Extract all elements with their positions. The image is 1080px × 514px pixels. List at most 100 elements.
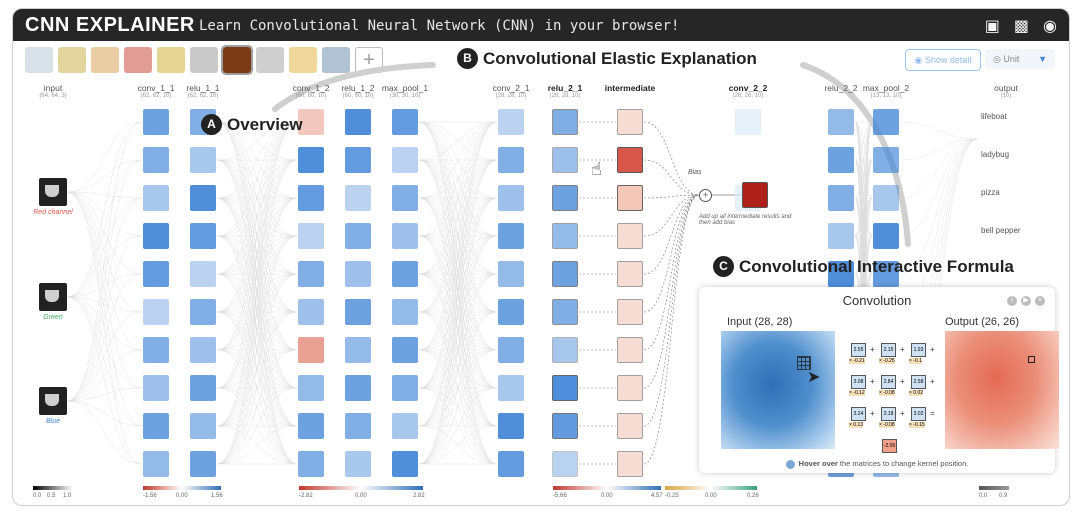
feature-map-relu_1_2-5[interactable] — [345, 299, 371, 325]
input-channel-red[interactable] — [39, 178, 67, 206]
feature-map-relu_2_1-0[interactable] — [552, 109, 578, 135]
feature-map-relu_2_2-4[interactable] — [828, 261, 854, 287]
feature-map-max_pool_1-6[interactable] — [392, 337, 418, 363]
feature-map-max_pool_2-4[interactable] — [873, 261, 899, 287]
feature-map-intermediate-7[interactable] — [617, 375, 643, 401]
feature-map-relu_1_1-9[interactable] — [190, 451, 216, 477]
input-value-cell[interactable]: 2.15 — [881, 343, 896, 357]
feature-map-conv_1_2-7[interactable] — [298, 375, 324, 401]
feature-map-intermediate-6[interactable] — [617, 337, 643, 363]
play-icon[interactable]: ▶ — [1021, 296, 1031, 306]
feature-map-max_pool_2-2[interactable] — [873, 185, 899, 211]
feature-map-relu_1_2-2[interactable] — [345, 185, 371, 211]
feature-map-relu_2_1-8[interactable] — [552, 413, 578, 439]
feature-map-relu_1_1-4[interactable] — [190, 261, 216, 287]
feature-map-relu_1_1-6[interactable] — [190, 337, 216, 363]
kernel-weight[interactable]: × 0.02 — [909, 390, 924, 396]
feature-map-relu_2_1-9[interactable] — [552, 451, 578, 477]
feature-map-conv_1_2-4[interactable] — [298, 261, 324, 287]
feature-map-intermediate-0[interactable] — [617, 109, 643, 135]
feature-map-max_pool_2-1[interactable] — [873, 147, 899, 173]
feature-map-relu_2_2-1[interactable] — [828, 147, 854, 173]
output-class-lifeboat[interactable]: lifeboat — [981, 112, 1007, 121]
show-detail-button[interactable]: ◉ Show detail — [905, 49, 981, 71]
output-class-pizza[interactable]: pizza — [981, 188, 1000, 197]
feature-map-max_pool_1-1[interactable] — [392, 147, 418, 173]
kernel-weight[interactable]: × -0.12 — [849, 390, 865, 396]
feature-map-conv_2_1-8[interactable] — [498, 413, 524, 439]
thumbnail-lifeboat[interactable] — [25, 47, 53, 73]
output-matrix[interactable] — [945, 331, 1059, 449]
feature-map-max_pool_1-9[interactable] — [392, 451, 418, 477]
kernel-weight[interactable]: × -0.25 — [879, 358, 895, 364]
feature-map-relu_1_1-8[interactable] — [190, 413, 216, 439]
feature-map-relu_1_1-7[interactable] — [190, 375, 216, 401]
input-value-cell[interactable]: 3.24 — [851, 407, 866, 421]
feature-map-relu_1_2-8[interactable] — [345, 413, 371, 439]
unit-select[interactable]: ◎ Unit ▼ — [985, 49, 1055, 69]
feature-map-conv_2_1-5[interactable] — [498, 299, 524, 325]
feature-map-conv_1_2-0[interactable] — [298, 109, 324, 135]
output-class-bell-pepper[interactable]: bell pepper — [981, 226, 1021, 235]
feature-map-relu_2_1-4[interactable] — [552, 261, 578, 287]
feature-map-conv_1_2-2[interactable] — [298, 185, 324, 211]
feature-map-relu_1_2-1[interactable] — [345, 147, 371, 173]
thumbnail-orange[interactable] — [289, 47, 317, 73]
feature-map-conv_2_1-1[interactable] — [498, 147, 524, 173]
thumbnail-koala[interactable] — [190, 47, 218, 73]
feature-map-relu_1_1-1[interactable] — [190, 147, 216, 173]
kernel-weight[interactable]: × 0.13 — [849, 422, 864, 428]
feature-map-conv_2_2-0[interactable] — [735, 109, 761, 135]
feature-map-relu_1_2-6[interactable] — [345, 337, 371, 363]
feature-map-conv_1_1-6[interactable] — [143, 337, 169, 363]
input-value-cell[interactable]: 1.93 — [911, 343, 926, 357]
feature-map-conv_1_2-5[interactable] — [298, 299, 324, 325]
feature-map-conv_1_1-2[interactable] — [143, 185, 169, 211]
feature-map-conv_1_2-1[interactable] — [298, 147, 324, 173]
feature-map-conv_2_1-7[interactable] — [498, 375, 524, 401]
thumbnail-bus[interactable] — [157, 47, 185, 73]
feature-map-conv_1_1-5[interactable] — [143, 299, 169, 325]
feature-map-max_pool_1-8[interactable] — [392, 413, 418, 439]
close-icon[interactable]: × — [1035, 296, 1045, 306]
feature-map-conv_1_1-0[interactable] — [143, 109, 169, 135]
feature-map-conv_1_1-3[interactable] — [143, 223, 169, 249]
feature-map-relu_2_1-3[interactable] — [552, 223, 578, 249]
info-icon[interactable]: i — [1007, 296, 1017, 306]
feature-map-conv_2_1-6[interactable] — [498, 337, 524, 363]
feature-map-max_pool_1-0[interactable] — [392, 109, 418, 135]
feature-map-conv_2_1-4[interactable] — [498, 261, 524, 287]
thumbnail-panda[interactable] — [256, 47, 284, 73]
input-value-cell[interactable]: 2.58 — [911, 375, 926, 389]
feature-map-conv_1_2-3[interactable] — [298, 223, 324, 249]
feature-map-conv_1_1-1[interactable] — [143, 147, 169, 173]
feature-map-conv_1_2-9[interactable] — [298, 451, 324, 477]
input-matrix[interactable] — [721, 331, 835, 449]
feature-map-intermediate-9[interactable] — [617, 451, 643, 477]
feature-map-conv_1_1-4[interactable] — [143, 261, 169, 287]
feature-map-relu_2_1-6[interactable] — [552, 337, 578, 363]
output-class-ladybug[interactable]: ladybug — [981, 150, 1010, 159]
thumbnail-espresso[interactable] — [221, 45, 253, 75]
kernel-weight[interactable]: × -0.15 — [909, 422, 925, 428]
feature-map-conv_2_1-2[interactable] — [498, 185, 524, 211]
feature-map-max_pool_1-4[interactable] — [392, 261, 418, 287]
feature-map-relu_1_2-7[interactable] — [345, 375, 371, 401]
feature-map-intermediate-2[interactable] — [617, 185, 643, 211]
input-channel-green[interactable] — [39, 283, 67, 311]
feature-map-max_pool_1-7[interactable] — [392, 375, 418, 401]
feature-map-intermediate-3[interactable] — [617, 223, 643, 249]
feature-map-conv_1_1-8[interactable] — [143, 413, 169, 439]
kernel-weight[interactable]: × -0.1 — [909, 358, 922, 364]
feature-map-max_pool_1-5[interactable] — [392, 299, 418, 325]
feature-map-relu_2_1-1[interactable] — [552, 147, 578, 173]
feature-map-relu_2_1-7[interactable] — [552, 375, 578, 401]
input-channel-blue[interactable] — [39, 387, 67, 415]
feature-map-relu_2_2-3[interactable] — [828, 223, 854, 249]
feature-map-intermediate-1[interactable] — [617, 147, 643, 173]
feature-map-relu_1_1-2[interactable] — [190, 185, 216, 211]
input-value-cell[interactable]: 3.02 — [911, 407, 926, 421]
input-value-cell[interactable]: 2.84 — [881, 375, 896, 389]
feature-map-conv_2_1-0[interactable] — [498, 109, 524, 135]
feature-map-conv_1_2-8[interactable] — [298, 413, 324, 439]
